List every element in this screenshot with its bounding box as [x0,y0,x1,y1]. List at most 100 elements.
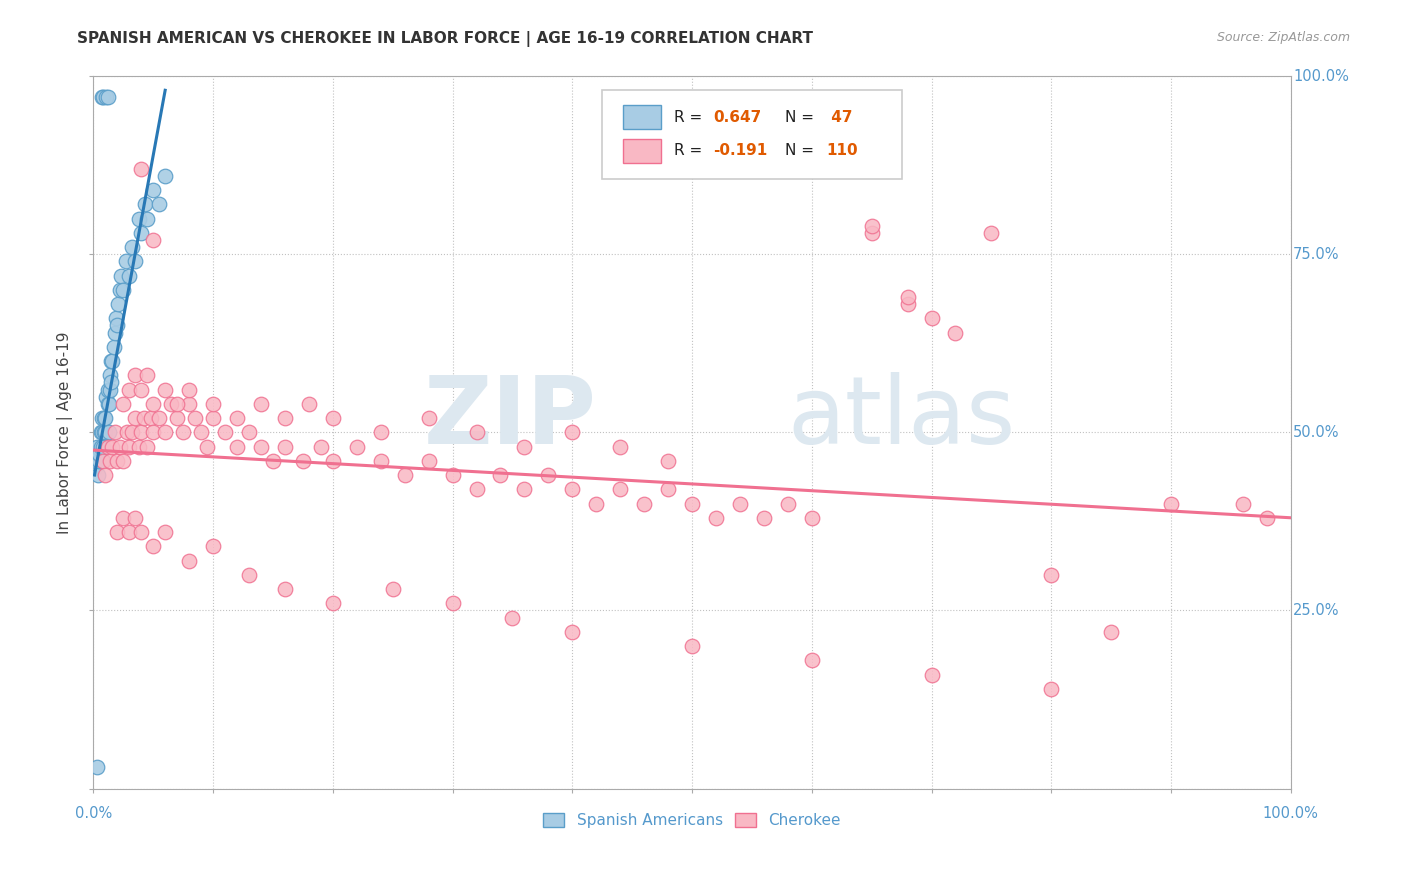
Point [90,411,112,425]
Point [105,311,128,326]
Point [112,510,135,524]
Point [1160,496,1182,510]
Point [681,639,703,653]
Point [1232,496,1254,510]
Point [166,411,188,425]
Point [681,496,703,510]
Point [124,368,146,383]
Point [118,524,141,539]
Point [153,524,176,539]
Point [101,440,124,454]
Point [860,219,883,233]
Point [132,411,155,425]
Point [657,454,679,468]
Point [800,510,823,524]
Point [226,440,249,454]
Point [115,425,138,440]
Text: atlas: atlas [787,372,1017,464]
Point [86,760,108,774]
Point [104,425,127,440]
Point [202,539,225,553]
Point [897,297,920,311]
Point [107,297,129,311]
Point [250,440,273,454]
Text: 0.647: 0.647 [714,110,762,125]
Point [921,667,943,681]
Point [501,610,523,624]
Point [921,311,943,326]
Text: SPANISH AMERICAN VS CHEROKEE IN LABOR FORCE | AGE 16-19 CORRELATION CHART: SPANISH AMERICAN VS CHEROKEE IN LABOR FO… [77,31,813,47]
Point [98,383,121,397]
Point [633,496,655,510]
Point [441,468,464,483]
Point [609,440,631,454]
Point [195,440,218,454]
Point [93,425,115,440]
Point [112,283,135,297]
Point [96,90,118,104]
Point [298,397,321,411]
Point [136,211,159,226]
Point [97,440,120,454]
Point [129,226,152,240]
Point [238,567,260,582]
Point [98,454,121,468]
Point [179,553,201,567]
Text: R =: R = [673,110,707,125]
Point [274,411,297,425]
Point [465,483,488,497]
Text: N =: N = [786,144,820,159]
Point [100,376,122,390]
Point [108,440,131,454]
Point [776,496,799,510]
Point [110,268,132,283]
Point [91,90,114,104]
Point [142,425,165,440]
Point [184,411,207,425]
Point [381,582,404,596]
Text: 75.0%: 75.0% [1294,247,1340,261]
Point [728,496,751,510]
Point [91,454,114,468]
Point [97,397,120,411]
Point [105,454,128,468]
Point [118,268,141,283]
Text: 50.0%: 50.0% [1294,425,1340,440]
Point [84,454,107,468]
Point [1040,681,1063,696]
Point [202,397,225,411]
Point [752,510,775,524]
Text: 0.0%: 0.0% [75,806,112,822]
Text: ZIP: ZIP [423,372,596,464]
Point [262,454,284,468]
Point [101,354,124,368]
Point [561,624,583,639]
Point [418,454,440,468]
Point [90,425,112,440]
Point [139,411,162,425]
Point [250,397,273,411]
Point [114,254,136,268]
Text: 100.0%: 100.0% [1263,806,1319,822]
Point [1099,624,1122,639]
Point [609,483,631,497]
Point [89,447,111,461]
Point [418,411,440,425]
Point [1040,567,1063,582]
Text: -0.191: -0.191 [714,144,768,159]
Point [89,425,111,440]
Point [142,183,165,197]
Y-axis label: In Labor Force | Age 16-19: In Labor Force | Age 16-19 [58,331,73,533]
Point [118,383,141,397]
FancyBboxPatch shape [602,90,901,179]
Point [129,524,152,539]
Point [370,425,392,440]
Point [322,411,344,425]
Point [142,397,165,411]
Point [97,383,120,397]
Point [86,447,108,461]
Point [112,454,135,468]
Point [148,411,170,425]
Point [105,318,128,333]
Point [148,197,170,211]
